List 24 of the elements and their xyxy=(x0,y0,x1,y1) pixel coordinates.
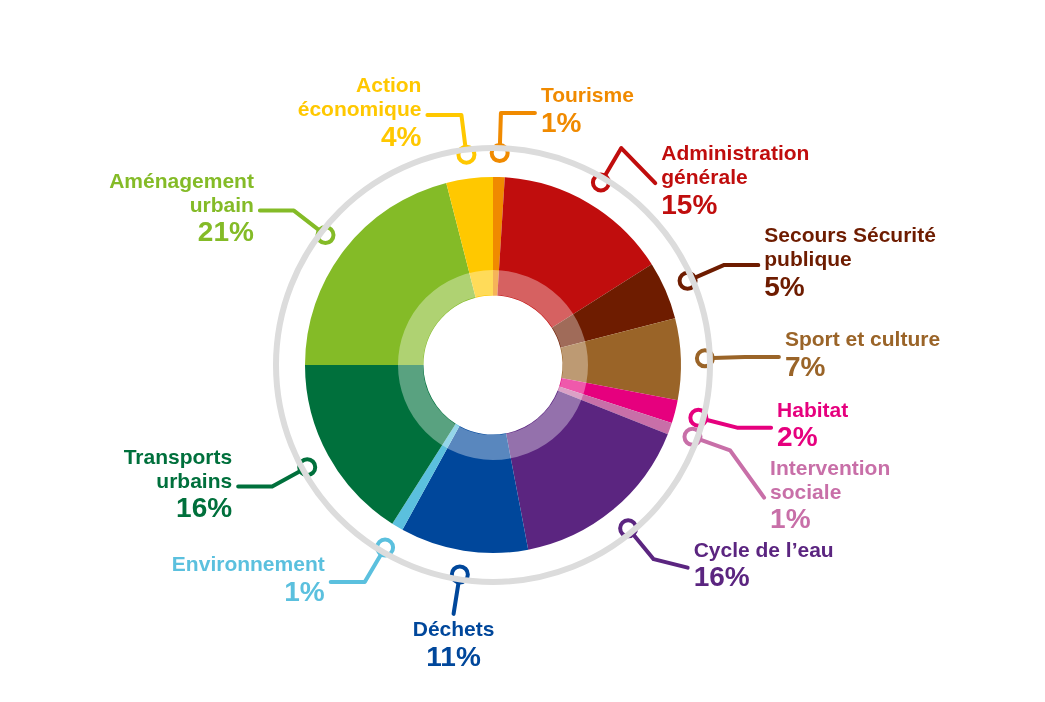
slice-label: Aménagement urbain xyxy=(109,168,254,216)
data-label: 21% xyxy=(197,216,254,248)
data-label: 4% xyxy=(380,120,422,152)
slice-label: Environnement xyxy=(171,552,325,576)
slice-label: Tourisme xyxy=(540,83,634,107)
slice-label: Transports urbains xyxy=(123,444,233,492)
data-label: 1% xyxy=(540,106,582,138)
data-label: 11% xyxy=(426,640,481,672)
slice-label: Habitat xyxy=(777,397,849,421)
data-label: 16% xyxy=(176,492,233,524)
slice-label: Administration générale xyxy=(661,141,810,189)
data-label: 15% xyxy=(661,188,718,220)
slice-label: Secours Sécurité publique xyxy=(764,223,936,271)
data-label: 16% xyxy=(693,561,750,593)
slice-label: Action économique xyxy=(297,73,422,121)
data-label: 5% xyxy=(764,270,805,302)
slice-label: Cycle de l’eau xyxy=(693,537,834,561)
data-label: 1% xyxy=(770,503,811,535)
slice-label: Déchets xyxy=(412,617,495,641)
slice-label: Intervention sociale xyxy=(770,455,891,503)
data-label: 2% xyxy=(777,421,818,453)
slice-label: Sport et culture xyxy=(784,327,941,351)
data-label: 7% xyxy=(784,350,826,382)
data-label: 1% xyxy=(284,575,325,607)
